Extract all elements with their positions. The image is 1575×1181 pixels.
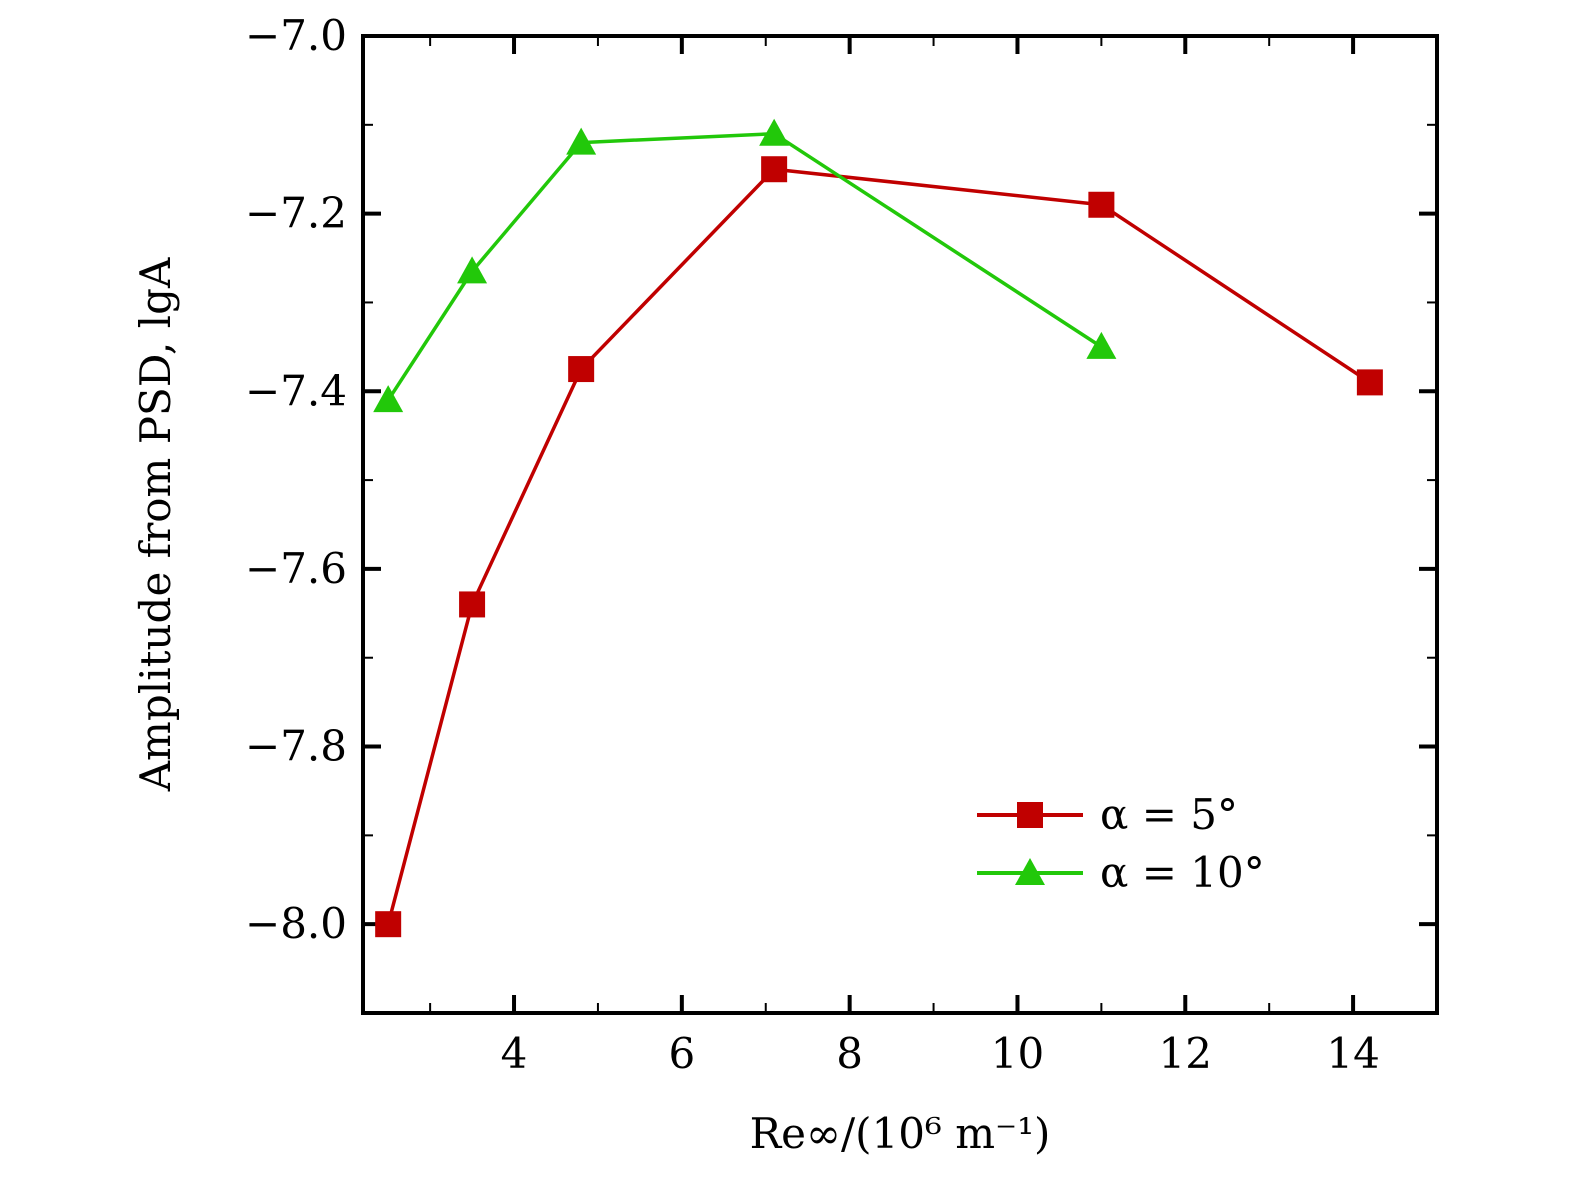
x-tick-label: 14 (1326, 1029, 1379, 1078)
x-axis-label: Re∞/(10⁶ m⁻¹) (750, 1109, 1051, 1158)
x-tick-label: 10 (991, 1029, 1044, 1078)
y-tick-label: −7.6 (245, 544, 347, 593)
legend: α = 5° α = 10° (977, 790, 1265, 897)
series-line (386, 167, 1371, 925)
series-line (386, 131, 1103, 402)
data-point (373, 385, 404, 413)
data-point (457, 256, 488, 284)
y-tick-label: −7.4 (245, 366, 347, 415)
data-point (566, 127, 597, 155)
x-tick-label: 6 (668, 1029, 695, 1078)
y-tick-label: −7.8 (245, 722, 347, 771)
tick-labels: 4 6 8 10 12 14 −7.0 −7.2 −7.4 −7.6 −7.8 −8.0 (245, 11, 1380, 1078)
plot-frame (361, 34, 1439, 1015)
plot-series (373, 118, 1383, 938)
legend-swatch-marker (1017, 802, 1043, 828)
data-point (459, 591, 486, 618)
legend-label: α = 5° (1100, 790, 1238, 839)
y-tick-label: −8.0 (245, 899, 347, 948)
x-tick-label: 12 (1159, 1029, 1212, 1078)
data-point (375, 911, 402, 938)
series-2 (373, 118, 1117, 413)
data-point (759, 118, 790, 146)
y-tick-label: −7.2 (245, 189, 347, 238)
x-tick-label: 4 (501, 1029, 528, 1078)
data-point (1086, 331, 1117, 359)
y-axis-label: Amplitude from PSD, lgA (131, 257, 180, 792)
data-point (761, 156, 788, 183)
data-point (1088, 191, 1115, 218)
legend-swatch-marker (1015, 858, 1045, 885)
legend-label: α = 10° (1100, 848, 1265, 897)
series-1 (375, 156, 1383, 938)
x-tick-label: 8 (836, 1029, 863, 1078)
data-point (1356, 369, 1383, 396)
y-tick-label: −7.0 (245, 11, 347, 60)
data-point (568, 356, 595, 383)
